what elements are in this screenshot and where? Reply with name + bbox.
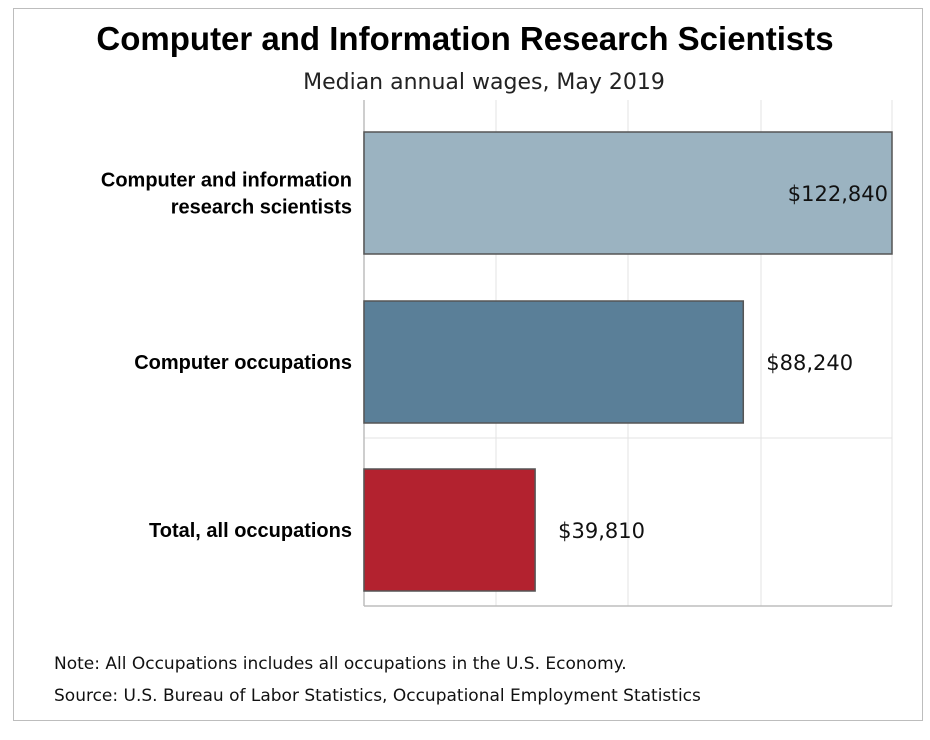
category-label-2: Total, all occupations [149, 520, 352, 542]
data-label-2: $39,810 [558, 519, 645, 543]
category-label-line: research scientists [171, 197, 352, 219]
bar-2 [363, 468, 536, 592]
chart-title: Computer and Information Research Scient… [96, 20, 834, 57]
category-label-line: Computer occupations [134, 352, 352, 374]
category-label-0: Computer and information research scienti… [101, 170, 352, 219]
chart-frame [13, 8, 923, 721]
category-label-line: Total, all occupations [149, 520, 352, 542]
bar-1 [363, 300, 745, 424]
data-label-0: $122,840 [788, 182, 888, 206]
category-label-1: Computer occupations [134, 352, 352, 374]
category-label-line: Computer and information [101, 170, 352, 192]
data-label-1: $88,240 [766, 351, 853, 375]
footnote: Note: All Occupations includes all occup… [54, 654, 627, 674]
chart-subtitle: Median annual wages, May 2019 [303, 70, 665, 95]
bar-0 [363, 131, 893, 255]
source-note: Source: U.S. Bureau of Labor Statistics,… [54, 686, 701, 706]
